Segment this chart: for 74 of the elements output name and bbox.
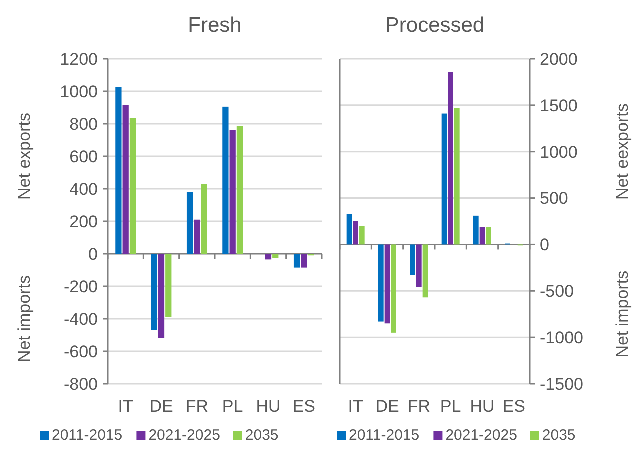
text: Net imports (613, 270, 632, 358)
bar (272, 254, 279, 258)
y2-tick-label: 1000 (540, 142, 578, 162)
x-tick-label: ES (502, 397, 526, 416)
x-tick-label: DE (376, 397, 400, 416)
x-tick-label: ES (292, 397, 316, 416)
y-tick-label: 200 (70, 212, 98, 232)
bar (116, 87, 122, 254)
bar (391, 244, 396, 333)
x-tick-label: PL (440, 397, 462, 416)
legend-label: 2021-2025 (446, 427, 518, 444)
y2-tick-label: 500 (540, 189, 568, 208)
bar (474, 216, 479, 245)
bar (166, 254, 172, 318)
chart-title: Fresh (188, 14, 242, 37)
y-tick-label: -800 (64, 374, 98, 394)
legend-label: 2011-2015 (349, 427, 420, 444)
bar (236, 126, 244, 254)
chart-title: Processed (385, 14, 485, 37)
bar (201, 184, 208, 254)
bar (230, 130, 236, 254)
bar (410, 244, 416, 276)
bar (448, 72, 454, 245)
y2-tick-label: 2000 (540, 50, 578, 69)
y2-tick-label: 0 (540, 236, 550, 255)
bar (416, 244, 422, 288)
y-tick-label: 800 (70, 114, 98, 134)
bar (486, 227, 492, 245)
bar (158, 254, 165, 338)
bar (384, 244, 390, 324)
bar (265, 254, 272, 260)
bar (194, 220, 200, 254)
x-tick-label: FR (408, 397, 431, 416)
bar (294, 254, 300, 268)
x-tick-label: HU (470, 397, 495, 416)
y-axis-title: Net exports (15, 113, 34, 200)
y2-tick-label: -1500 (540, 374, 584, 394)
y-tick-label: 1200 (60, 50, 98, 69)
y-tick-label: 0 (88, 244, 98, 264)
bar (360, 226, 365, 245)
x-tick-label: PL (222, 397, 244, 416)
bar (151, 254, 158, 330)
x-tick-label: DE (150, 397, 174, 416)
bar (186, 192, 194, 254)
legend-label: 2035 (245, 427, 279, 444)
x-tick-label: FR (186, 397, 209, 416)
bar (454, 108, 460, 245)
y-tick-label: -200 (64, 277, 98, 296)
text: Net imports (15, 276, 34, 362)
y-tick-label: -600 (64, 342, 98, 362)
bar (442, 114, 448, 245)
y-tick-label: 600 (70, 147, 98, 166)
y-tick-label: -400 (64, 310, 98, 329)
legend-label: 2021-2025 (148, 427, 220, 444)
y-tick-label: 400 (70, 180, 98, 199)
legend-label: 2035 (542, 427, 576, 444)
bar (222, 106, 229, 254)
bar (122, 105, 129, 254)
x-tick-label: IT (348, 397, 364, 416)
x-tick-label: IT (118, 397, 134, 416)
bar (130, 118, 136, 254)
bar (301, 254, 308, 268)
bar (378, 244, 384, 322)
y2-tick-label: -500 (540, 282, 574, 302)
x-tick-label: HU (256, 397, 281, 416)
y-tick-label: 1000 (60, 82, 98, 102)
bar (480, 227, 486, 245)
y2-tick-label: 1500 (540, 96, 578, 116)
bar (422, 244, 428, 298)
legend-label: 2011-2015 (52, 427, 123, 444)
bar (346, 214, 352, 245)
y2-axis-title: Net eexports (613, 104, 632, 200)
bar (353, 222, 358, 245)
y2-tick-label: -1000 (540, 328, 584, 348)
